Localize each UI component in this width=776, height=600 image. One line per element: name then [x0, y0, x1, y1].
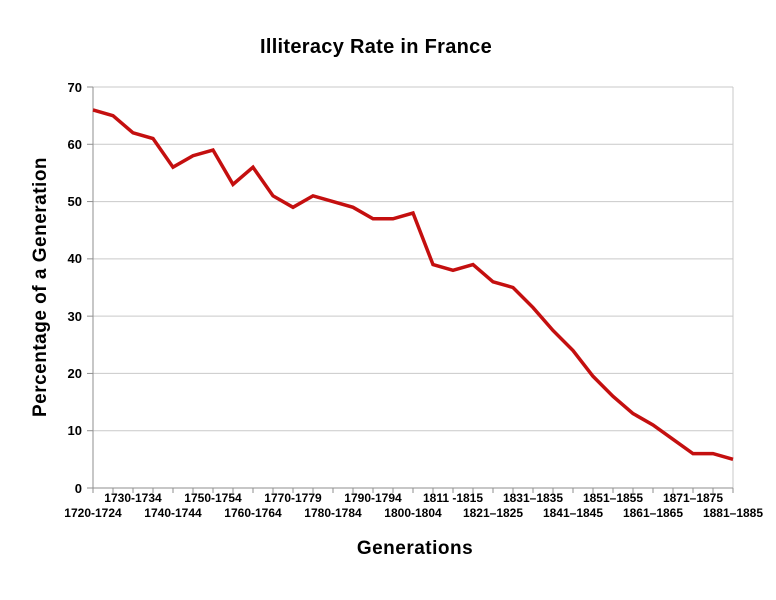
x-tick-label: 1851–1855 [582, 491, 644, 505]
y-tick-label: 30 [67, 308, 82, 324]
x-tick-label: 1871–1875 [662, 491, 724, 505]
y-tick-label: 60 [67, 136, 82, 152]
chart-title: Illiteracy Rate in France [259, 36, 493, 58]
y-tick-label: 70 [67, 79, 82, 95]
x-tick-label: 1720-1724 [64, 506, 122, 520]
x-tick-label: 1821–1825 [462, 506, 524, 520]
x-tick-label: 1811 -1815 [422, 491, 484, 505]
x-tick-label: 1770-1779 [264, 491, 322, 505]
y-tick-label: 40 [67, 251, 82, 267]
x-tick-label: 1831–1835 [502, 491, 564, 505]
x-axis-title: Generations [356, 538, 474, 559]
x-tick-label: 1841–1845 [542, 506, 604, 520]
data-line [92, 108, 734, 462]
x-tick-label: 1790-1794 [344, 491, 402, 505]
y-tick-label: 0 [74, 480, 82, 496]
x-tick-label: 1861–1865 [622, 506, 684, 520]
x-tick-label: 1740-1744 [144, 506, 202, 520]
gridlines [93, 86, 734, 488]
x-tick-label: 1780-1784 [304, 506, 362, 520]
axes [87, 86, 734, 493]
x-tick-label: 1800-1804 [384, 506, 442, 520]
x-tick-label: 1760-1764 [224, 506, 282, 520]
y-tick-label: 50 [67, 194, 82, 210]
x-tick-label: 1750-1754 [184, 491, 242, 505]
y-tick-label: 10 [67, 423, 82, 439]
y-tick-label: 20 [67, 365, 82, 381]
x-tick-label: 1730-1734 [104, 491, 162, 505]
x-tick-label: 1881–1885 [702, 506, 764, 520]
